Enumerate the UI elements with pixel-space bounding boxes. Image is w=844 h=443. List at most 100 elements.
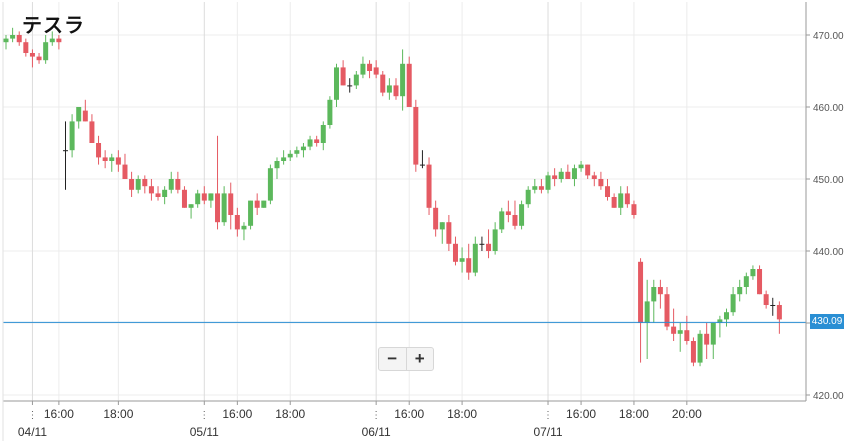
y-tick-label: 440.00 <box>813 247 844 258</box>
x-tick-label: 18:00 <box>619 407 649 421</box>
candle-body <box>631 204 637 215</box>
zoom-controls: − + <box>378 347 434 371</box>
candle-body <box>433 207 439 230</box>
candle-body <box>638 261 644 323</box>
candle-body <box>181 189 187 208</box>
candle-body <box>142 179 148 187</box>
candle-body <box>664 294 670 327</box>
x-tick-label: 18:00 <box>103 407 133 421</box>
candle-body <box>36 56 42 61</box>
x-tick-label: 07/11 <box>533 425 562 439</box>
candle-body <box>353 74 359 86</box>
candle-body <box>267 168 273 201</box>
date-separator-dots: ⋮ <box>27 410 37 421</box>
candle-body <box>334 67 339 100</box>
candle-body <box>201 193 207 201</box>
x-tick-label: 06/11 <box>362 425 391 439</box>
candle-body <box>413 107 419 165</box>
candle-body <box>519 204 525 226</box>
candle-body <box>730 294 736 313</box>
candle-body <box>29 53 35 57</box>
x-tick-label: 18:00 <box>447 407 477 421</box>
candle-body <box>228 193 234 215</box>
candle-body <box>16 35 22 43</box>
candle-body <box>459 258 465 262</box>
candle-body <box>505 211 511 215</box>
x-tick-label: 04/11 <box>18 425 47 439</box>
candle-body <box>651 287 657 302</box>
candle-body <box>168 179 174 190</box>
x-tick-label: 16:00 <box>394 407 424 421</box>
candle-body <box>208 193 214 201</box>
candle-body <box>340 67 346 86</box>
candle-body <box>327 99 333 125</box>
candle-body <box>578 164 584 169</box>
x-tick-label: 16:00 <box>566 407 596 421</box>
candle-body <box>479 243 485 245</box>
candle-body <box>406 63 412 107</box>
candle-body <box>380 74 386 93</box>
candle-body <box>102 157 108 161</box>
candle-body <box>281 157 287 161</box>
candle-body <box>386 85 392 93</box>
candle-body <box>162 189 168 197</box>
candle-body <box>347 85 353 87</box>
candle-body <box>287 153 293 158</box>
candle-body <box>690 341 696 363</box>
candle-body <box>657 287 663 295</box>
y-tick-label: 420.00 <box>813 391 844 402</box>
candle-body <box>49 38 55 43</box>
candle-body <box>175 179 181 190</box>
candle-body <box>723 312 729 320</box>
candle-body <box>109 157 115 161</box>
candle-body <box>76 107 82 122</box>
candle-body <box>148 186 154 194</box>
candle-body <box>3 38 9 43</box>
candle-body <box>314 139 320 143</box>
candle-body <box>644 301 650 323</box>
candle-body <box>776 305 782 320</box>
candle-body <box>472 243 478 273</box>
candle-body <box>115 157 121 165</box>
candle-body <box>552 175 558 179</box>
candle-body <box>10 35 16 39</box>
candle-body <box>624 193 630 205</box>
candle-body <box>195 193 201 205</box>
candle-body <box>677 330 683 334</box>
candle-body <box>618 193 624 208</box>
candle-body <box>499 211 505 230</box>
candle-body <box>248 200 254 226</box>
candle-body <box>466 258 472 273</box>
candle-body <box>598 179 604 187</box>
date-separator-dots: ⋮ <box>543 410 553 421</box>
candle-body <box>525 189 531 205</box>
candle-body <box>43 42 49 61</box>
candle-body <box>367 63 373 71</box>
candle-body <box>512 215 518 226</box>
x-tick-label: 20:00 <box>672 407 702 421</box>
candle-body <box>294 150 300 154</box>
candle-body <box>129 179 135 190</box>
zoom-out-button[interactable]: − <box>387 349 398 368</box>
candle-body <box>241 225 247 230</box>
candle-body <box>155 193 161 197</box>
candle-body <box>684 330 690 341</box>
x-tick-label: 16:00 <box>44 407 74 421</box>
candle-body <box>62 150 68 152</box>
candle-body <box>492 229 498 251</box>
zoom-in-button[interactable]: + <box>405 348 434 370</box>
candle-body <box>538 186 544 190</box>
candle-body <box>135 179 141 190</box>
candle-body <box>426 164 432 208</box>
candle-body <box>565 171 571 179</box>
candle-body <box>545 175 551 190</box>
x-tick-label: 16:00 <box>222 407 252 421</box>
candle-body <box>591 175 597 179</box>
candle-body <box>300 146 306 151</box>
candle-body <box>704 333 710 345</box>
candle-body <box>605 186 611 197</box>
candle-body <box>558 171 564 179</box>
candle-body <box>122 164 128 179</box>
candle-body <box>770 305 776 306</box>
